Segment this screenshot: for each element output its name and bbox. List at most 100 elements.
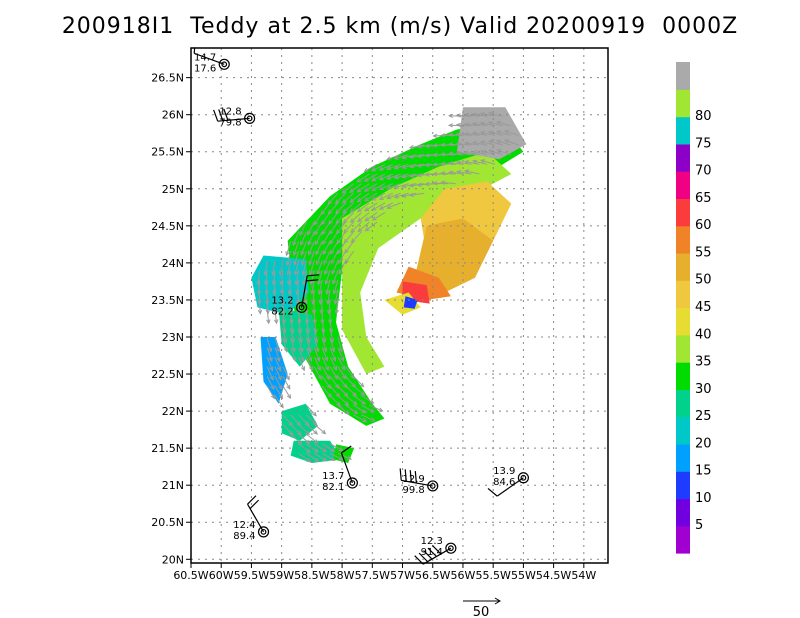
wind-vector-head	[312, 420, 318, 426]
reference-vector-label: 50	[473, 605, 490, 618]
wind-vector	[357, 183, 370, 193]
wind-vector	[282, 366, 290, 380]
wind-vector	[488, 121, 503, 127]
wind-vector	[335, 192, 347, 204]
wind-vector-head	[408, 144, 415, 150]
wind-vector-head	[471, 140, 477, 146]
station-label-top: 12.3	[421, 536, 443, 547]
wind-vector-head	[321, 429, 327, 435]
wind-vector-head	[432, 143, 438, 148]
wind-vector	[353, 395, 366, 405]
wind-vector-head	[319, 309, 324, 315]
wind-vector	[402, 192, 417, 197]
wind-vector	[329, 385, 340, 398]
lon-tick-label: 58W	[330, 569, 355, 582]
wind-vector	[314, 452, 327, 462]
wind-vector	[379, 202, 394, 210]
wind-vector	[344, 231, 354, 244]
wind-vector	[314, 221, 323, 235]
wind-barb-staff	[301, 275, 308, 308]
wind-vector	[379, 173, 394, 181]
wind-vector	[394, 173, 409, 179]
lon-tick-label: 56W	[451, 569, 476, 582]
wind-vector-head	[306, 230, 311, 236]
wind-vector	[322, 241, 331, 255]
wind-vector-head	[378, 205, 384, 210]
wind-vector-head	[448, 161, 454, 166]
wind-vector	[329, 356, 337, 371]
station-label-top: 13.2	[271, 295, 293, 306]
wind-vector-head	[503, 129, 509, 134]
wind-vector	[379, 163, 394, 171]
wind-vector-head	[270, 394, 275, 400]
wind-vector	[409, 183, 425, 187]
wind-vector-head	[378, 166, 384, 171]
wind-vector	[349, 183, 362, 193]
wind-vector-head	[297, 439, 303, 445]
wind-vector-head	[269, 375, 274, 381]
wind-vector	[345, 404, 358, 415]
station-label-bottom: 79.8	[219, 117, 241, 128]
wind-vector	[402, 183, 417, 188]
wind-barb-flag	[487, 487, 498, 497]
wind-vector-head	[325, 375, 331, 381]
wind-vector	[456, 124, 472, 127]
wind-vector	[266, 366, 274, 381]
wind-vector	[319, 289, 323, 304]
wind-vector	[307, 221, 315, 236]
wind-vector-head	[320, 210, 326, 216]
wind-vector-head	[353, 409, 359, 415]
wind-vector-head	[349, 208, 355, 214]
wind-vector	[313, 347, 320, 362]
wind-barb-flag	[213, 109, 219, 122]
wind-vector	[264, 260, 268, 276]
wind-barb-flag	[399, 468, 402, 481]
colorbar-label: 65	[695, 191, 712, 206]
station-plot: 12.391.4	[414, 536, 457, 565]
wind-vector	[299, 221, 307, 236]
wind-speed-patch	[260, 337, 288, 404]
wind-vector-head	[286, 384, 291, 390]
wind-vector-head	[287, 290, 292, 296]
wind-vector	[286, 241, 292, 256]
wind-vector	[335, 202, 347, 214]
wind-vector	[394, 192, 409, 198]
wind-vector	[488, 149, 503, 156]
wind-vector	[320, 202, 331, 215]
wind-speed-patch	[414, 218, 494, 293]
colorbar-label: 5	[695, 518, 703, 533]
wind-vector-head	[313, 220, 318, 226]
wind-vector-head	[378, 186, 384, 191]
wind-vector-head	[393, 184, 399, 189]
wind-vector	[266, 356, 273, 371]
wind-vector-head	[300, 250, 305, 256]
wind-vector-head	[432, 181, 438, 186]
wind-vector-head	[455, 141, 461, 147]
wind-vector-head	[349, 188, 355, 194]
lon-tick-label: 56.5W	[415, 569, 450, 582]
station-marker-outer	[445, 542, 457, 554]
wind-vector-head	[322, 338, 327, 344]
wind-vector-head	[369, 399, 375, 404]
wind-vector-head	[322, 250, 327, 256]
wind-vector	[345, 395, 358, 406]
wind-barb-flag	[218, 109, 224, 121]
wind-vector	[488, 140, 503, 146]
wind-vector	[449, 143, 464, 146]
wind-vector-head	[276, 357, 281, 363]
wind-vector-head	[356, 197, 362, 203]
wind-vector	[306, 424, 318, 435]
lat-tick-label: 22N	[162, 405, 184, 418]
wind-vector-head	[371, 196, 377, 201]
wind-vector-head	[320, 319, 325, 325]
wind-vector-head	[408, 183, 415, 188]
wind-vector-head	[370, 408, 376, 413]
reference-vector: 50	[463, 597, 501, 618]
station-label-bottom: 91.4	[421, 547, 443, 558]
station-marker-outer	[295, 301, 308, 313]
wind-vector	[402, 173, 417, 178]
wind-vector-head	[294, 280, 299, 286]
wind-vector	[330, 250, 339, 265]
wind-vector-head	[416, 144, 422, 149]
